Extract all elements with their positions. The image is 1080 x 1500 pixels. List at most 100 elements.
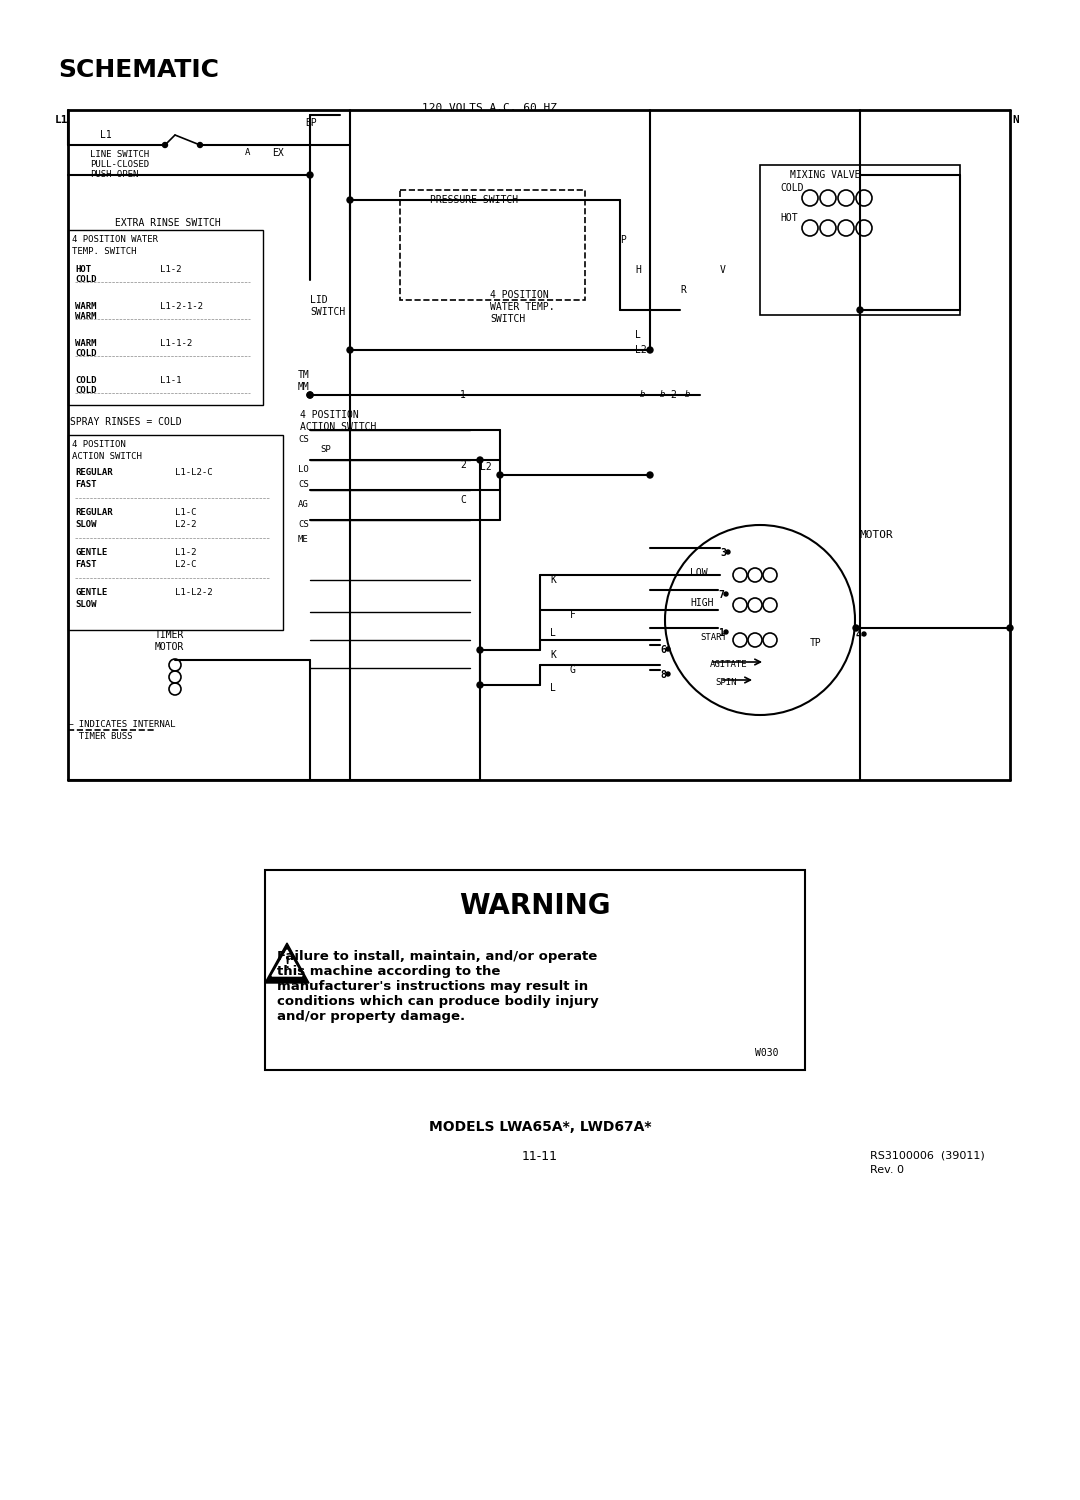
Text: F: F (570, 610, 576, 620)
Text: SWITCH: SWITCH (490, 314, 525, 324)
Text: 3: 3 (720, 548, 726, 558)
Text: SP: SP (320, 446, 330, 454)
Text: ACTION SWITCH: ACTION SWITCH (72, 452, 141, 460)
Circle shape (862, 632, 866, 636)
Text: TP: TP (810, 638, 822, 648)
Text: b: b (660, 390, 665, 399)
Text: V: V (720, 266, 726, 274)
Circle shape (724, 592, 728, 596)
Text: L: L (550, 628, 556, 638)
Text: WARM: WARM (75, 302, 96, 310)
Text: Failure to install, maintain, and/or operate
this machine according to the
manuf: Failure to install, maintain, and/or ope… (276, 950, 598, 1023)
Circle shape (477, 646, 483, 652)
Circle shape (307, 392, 313, 398)
Text: b: b (685, 390, 690, 399)
Text: REGULAR: REGULAR (75, 509, 112, 518)
Circle shape (477, 458, 483, 464)
Circle shape (198, 142, 203, 147)
Text: MOTOR: MOTOR (156, 642, 185, 652)
Text: L1: L1 (100, 130, 111, 140)
Text: L1: L1 (55, 116, 68, 124)
Circle shape (647, 346, 653, 352)
Text: L: L (635, 330, 640, 340)
Text: b: b (640, 390, 646, 399)
Text: COLD: COLD (75, 274, 96, 284)
Text: START: START (700, 633, 727, 642)
Text: L1-L2-C: L1-L2-C (175, 468, 213, 477)
Text: PUSH-OPEN: PUSH-OPEN (90, 170, 138, 178)
Text: LO: LO (298, 465, 309, 474)
Text: K: K (550, 574, 556, 585)
Bar (68, 230, 264, 405)
Text: COLD: COLD (75, 376, 96, 386)
Text: 7: 7 (718, 590, 724, 600)
Text: CS: CS (298, 520, 309, 530)
Circle shape (347, 196, 353, 202)
Circle shape (162, 142, 167, 147)
Text: L1-2-1-2: L1-2-1-2 (160, 302, 203, 310)
Circle shape (853, 626, 859, 632)
Text: N: N (1012, 116, 1018, 124)
Bar (400, 190, 585, 300)
Text: K: K (550, 650, 556, 660)
Polygon shape (265, 944, 309, 982)
Text: CS: CS (298, 480, 309, 489)
Bar (760, 165, 960, 315)
Text: SCHEMATIC: SCHEMATIC (58, 58, 219, 82)
Bar (68, 435, 283, 630)
Text: PULL-CLOSED: PULL-CLOSED (90, 160, 149, 170)
Text: C: C (460, 495, 465, 506)
Text: HOT: HOT (75, 266, 91, 274)
Text: GENTLE: GENTLE (75, 588, 107, 597)
Circle shape (726, 550, 730, 554)
Text: A: A (245, 148, 251, 158)
Text: COLD: COLD (780, 183, 804, 194)
Text: — INDICATES INTERNAL: — INDICATES INTERNAL (68, 720, 175, 729)
Text: TM: TM (298, 370, 310, 380)
Text: CS: CS (298, 435, 309, 444)
Text: L1-2: L1-2 (160, 266, 181, 274)
Text: MODELS LWA65A*, LWD67A*: MODELS LWA65A*, LWD67A* (429, 1120, 651, 1134)
Text: G: G (570, 664, 576, 675)
Text: 2: 2 (670, 390, 676, 400)
Circle shape (307, 172, 313, 178)
Text: H: H (635, 266, 640, 274)
Text: BP: BP (305, 118, 316, 128)
Circle shape (666, 646, 670, 651)
Text: 8: 8 (660, 670, 666, 680)
Text: TIMER BUSS: TIMER BUSS (68, 732, 133, 741)
Text: W030: W030 (755, 1048, 779, 1058)
Text: WARNING: WARNING (459, 892, 611, 920)
Text: GENTLE: GENTLE (75, 548, 107, 556)
Text: COLD: COLD (75, 350, 96, 358)
Text: TIMER: TIMER (156, 630, 185, 640)
Text: L: L (550, 682, 556, 693)
Text: 11-11: 11-11 (522, 1150, 558, 1162)
Text: 1: 1 (460, 390, 465, 400)
Text: FAST: FAST (75, 480, 96, 489)
Text: P: P (620, 236, 626, 244)
Circle shape (858, 308, 863, 314)
Text: ACTION SWITCH: ACTION SWITCH (300, 422, 376, 432)
Circle shape (497, 472, 503, 478)
Text: ME: ME (298, 536, 309, 544)
Text: HOT: HOT (780, 213, 798, 223)
Text: 4 POSITION: 4 POSITION (490, 290, 549, 300)
Text: 4 POSITION WATER: 4 POSITION WATER (72, 236, 158, 244)
Circle shape (647, 472, 653, 478)
Text: SPIN: SPIN (715, 678, 737, 687)
Text: 4 POSITION: 4 POSITION (72, 440, 125, 448)
Circle shape (666, 672, 670, 676)
Text: SLOW: SLOW (75, 520, 96, 530)
Text: SLOW: SLOW (75, 600, 96, 609)
Text: L1-2: L1-2 (175, 548, 197, 556)
Text: LINE SWITCH: LINE SWITCH (90, 150, 149, 159)
Text: L1-L2-2: L1-L2-2 (175, 588, 213, 597)
Text: RS3100006  (39011): RS3100006 (39011) (870, 1150, 985, 1160)
Text: L1-1-2: L1-1-2 (160, 339, 192, 348)
Text: L1-1: L1-1 (160, 376, 181, 386)
Text: 6: 6 (660, 645, 666, 656)
Text: PRESSURE SWITCH: PRESSURE SWITCH (430, 195, 518, 206)
Text: LID: LID (310, 296, 327, 304)
Circle shape (1007, 626, 1013, 632)
